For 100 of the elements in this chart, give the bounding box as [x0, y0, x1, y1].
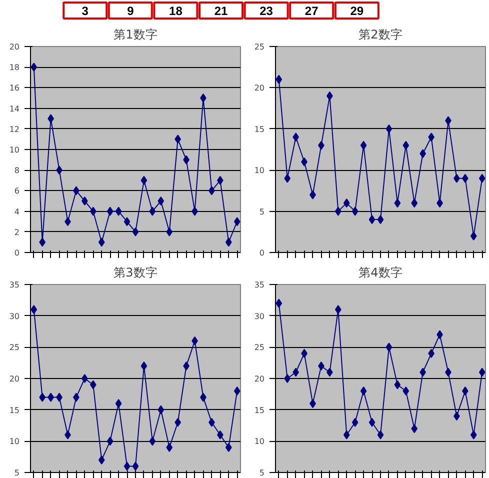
point [410, 198, 418, 208]
point [470, 430, 476, 440]
y-tick-label: 15 [254, 124, 264, 134]
point [385, 342, 392, 352]
point [419, 149, 426, 158]
point [334, 305, 341, 314]
point [284, 174, 290, 183]
point [478, 174, 485, 183]
point [174, 134, 182, 144]
y-tick-label: 14 [9, 104, 20, 114]
y-tick-label: 10 [254, 437, 264, 446]
point [115, 399, 122, 408]
point [385, 124, 392, 134]
y-tick-label: 35 [9, 280, 20, 290]
point [82, 374, 88, 383]
point [402, 140, 409, 150]
y-tick-label: 10 [9, 437, 20, 446]
y-tick-label: 0 [14, 248, 20, 258]
point [284, 374, 290, 383]
point [275, 74, 282, 84]
chart-title: 第4数字 [358, 266, 402, 280]
point [470, 232, 476, 241]
text: 18 [169, 4, 183, 18]
point [98, 455, 105, 464]
point [90, 380, 96, 390]
y-tick-label: 10 [254, 166, 264, 176]
text: 9 [127, 4, 134, 18]
point [478, 368, 485, 377]
point [234, 386, 240, 396]
point [106, 206, 114, 216]
point [98, 238, 105, 247]
point [200, 94, 206, 102]
point [149, 436, 156, 446]
y-tick-label: 5 [14, 468, 20, 478]
y-tick-label: 30 [254, 312, 264, 321]
y-tick-label: 5 [258, 468, 264, 478]
y-tick-label: 0 [258, 248, 264, 258]
y-tick-label: 25 [9, 343, 20, 352]
point [124, 462, 130, 471]
point [140, 361, 148, 370]
point [225, 442, 232, 452]
point [360, 140, 366, 150]
point [82, 196, 88, 206]
point [115, 206, 122, 216]
y-tick-label: 10 [9, 146, 20, 154]
point [368, 215, 375, 224]
point [360, 386, 366, 396]
y-tick-label: 2 [14, 228, 20, 237]
y-tick-label: 5 [258, 207, 264, 216]
point [394, 198, 400, 208]
point [174, 418, 182, 427]
point [225, 238, 232, 247]
y-tick-label: 25 [254, 343, 264, 352]
text: 23 [260, 4, 274, 18]
point [394, 380, 400, 390]
text: 29 [350, 4, 364, 18]
point [342, 198, 350, 208]
y-tick-label: 30 [9, 312, 20, 321]
point [334, 206, 341, 216]
y-tick-label: 20 [9, 42, 20, 52]
point [124, 217, 130, 226]
point [158, 405, 164, 414]
point [351, 418, 358, 427]
text: 3 [82, 4, 89, 18]
point [90, 206, 96, 216]
point [106, 436, 114, 446]
y-tick-label: 16 [9, 84, 20, 93]
y-tick-label: 12 [9, 124, 20, 134]
point [39, 392, 46, 402]
point [376, 215, 384, 224]
point [275, 298, 282, 308]
point [368, 418, 375, 427]
y-tick-label: 15 [254, 406, 264, 415]
text: 21 [214, 4, 228, 18]
point [419, 368, 426, 377]
y-tick-label: 20 [9, 374, 20, 384]
point [342, 430, 350, 440]
point [166, 442, 173, 452]
point [166, 227, 173, 236]
y-tick-label: 4 [14, 207, 20, 216]
point [30, 305, 38, 314]
point [410, 424, 418, 434]
y-tick-label: 35 [254, 280, 264, 290]
point [158, 196, 164, 206]
point [149, 206, 156, 216]
y-tick-label: 8 [14, 166, 20, 176]
y-tick-label: 18 [9, 63, 20, 72]
chart-title: 第3数字 [114, 266, 158, 280]
point [234, 217, 240, 226]
y-tick-label: 20 [254, 84, 264, 93]
point [39, 238, 46, 247]
y-tick-label: 6 [14, 186, 20, 196]
chart-title: 第1数字 [114, 28, 158, 42]
text: 27 [304, 4, 319, 18]
point [140, 176, 148, 185]
point [376, 430, 384, 440]
y-tick-label: 20 [254, 374, 264, 384]
point [132, 227, 139, 236]
y-tick-label: 25 [254, 42, 264, 52]
point [402, 386, 409, 396]
